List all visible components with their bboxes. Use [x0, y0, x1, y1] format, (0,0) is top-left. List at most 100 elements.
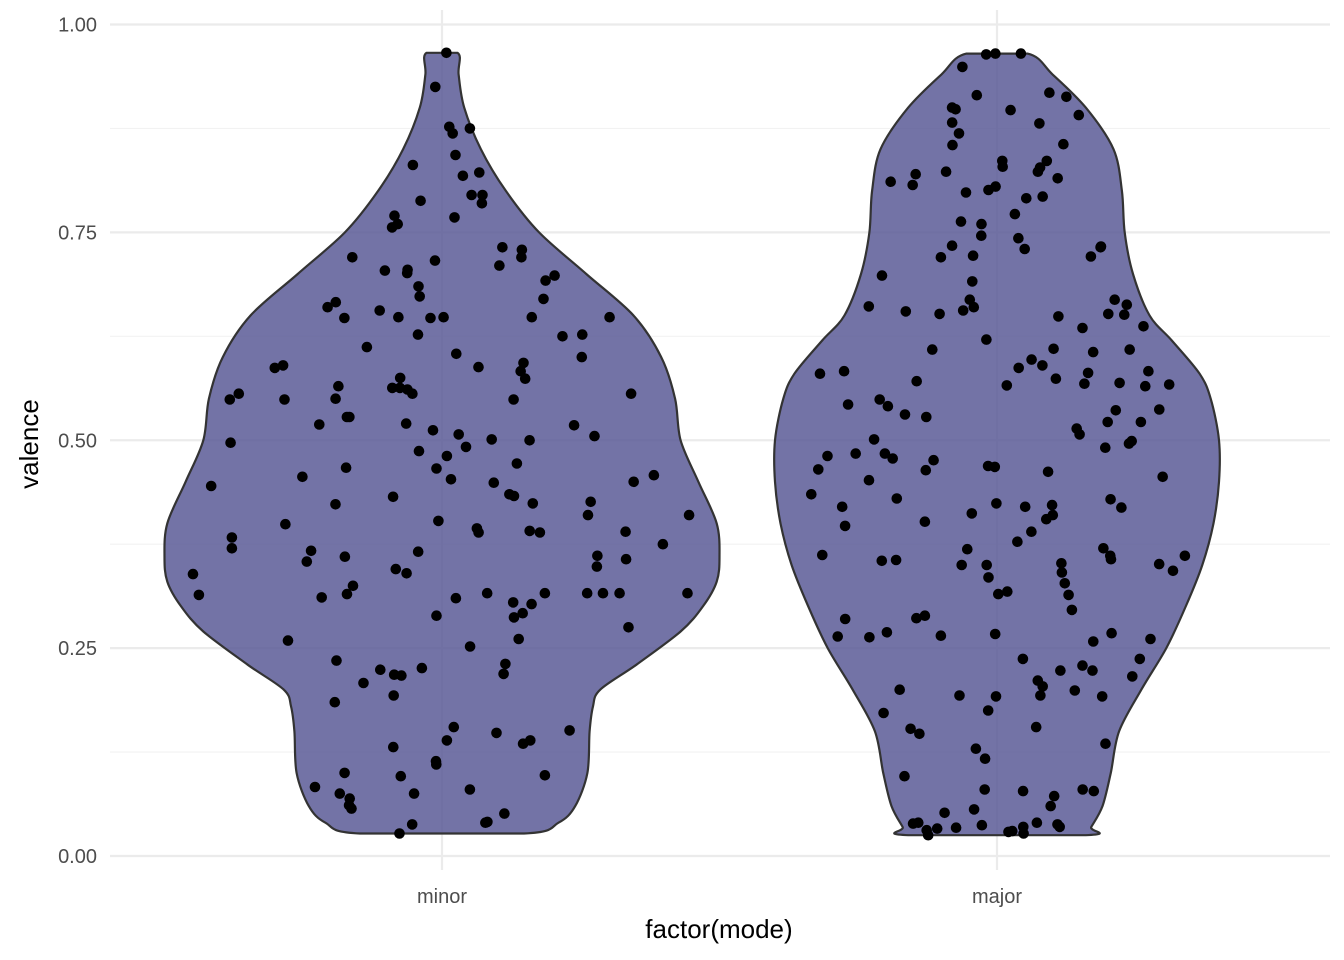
data-point [628, 476, 639, 488]
data-point [1012, 536, 1023, 547]
data-point [648, 469, 660, 481]
data-point [494, 260, 505, 271]
data-point [407, 159, 419, 171]
data-point [486, 434, 498, 445]
data-point [928, 454, 939, 466]
data-point [989, 628, 1001, 640]
data-point [464, 641, 476, 652]
data-point [817, 549, 828, 561]
data-point [614, 587, 625, 599]
data-point [931, 823, 943, 834]
data-point [887, 453, 898, 464]
data-point [508, 612, 520, 623]
data-point [1085, 251, 1097, 262]
data-point [297, 471, 308, 483]
data-point [1167, 565, 1179, 577]
data-point [433, 515, 444, 527]
data-point [1056, 567, 1068, 578]
data-point [464, 123, 476, 134]
data-point [1163, 379, 1175, 390]
data-point [990, 691, 1002, 702]
data-point [1037, 360, 1048, 371]
data-point [839, 613, 851, 625]
data-point [1069, 685, 1081, 696]
data-point [193, 589, 205, 601]
data-point [920, 464, 932, 476]
y-tick-label: 1.00 [58, 15, 97, 37]
data-point [971, 89, 983, 101]
data-point [429, 255, 441, 266]
data-point [979, 784, 990, 795]
data-point [1106, 627, 1117, 639]
data-point [874, 394, 885, 405]
data-point [333, 380, 344, 392]
data-point [1088, 636, 1099, 647]
data-point [957, 61, 968, 73]
data-point [1077, 322, 1088, 334]
jitter-points [187, 47, 1191, 841]
violin-minor [163, 51, 721, 835]
data-point [451, 348, 462, 360]
data-point [1077, 660, 1088, 671]
data-point [464, 784, 476, 795]
data-point [966, 508, 978, 519]
data-point [589, 430, 600, 442]
data-point [431, 759, 442, 770]
data-point [340, 462, 352, 474]
data-point [1017, 785, 1029, 797]
data-point [935, 630, 947, 641]
data-point [1050, 373, 1062, 385]
data-point [557, 331, 568, 342]
data-point [415, 195, 426, 207]
data-point [416, 662, 428, 674]
data-point [1042, 466, 1054, 478]
data-point [939, 807, 950, 819]
data-point [389, 210, 400, 221]
data-point [604, 311, 615, 323]
data-point [347, 251, 358, 263]
data-point [277, 360, 289, 371]
data-point [309, 781, 321, 793]
data-point [225, 437, 236, 449]
data-point [946, 240, 958, 251]
data-point [907, 179, 918, 191]
data-point [1041, 155, 1053, 167]
data-point [339, 767, 350, 779]
data-point [322, 301, 333, 313]
data-point [1037, 191, 1048, 202]
data-point [466, 189, 477, 201]
data-point [279, 394, 290, 405]
data-point [625, 388, 637, 400]
data-point [962, 543, 973, 555]
data-point [1079, 378, 1090, 390]
data-point [1018, 828, 1029, 839]
data-point [379, 265, 391, 276]
data-point [358, 677, 369, 689]
data-point [581, 587, 593, 599]
data-point [1026, 526, 1037, 537]
data-point [1109, 294, 1120, 306]
data-point [441, 450, 453, 462]
x-tick-label: minor [417, 886, 467, 908]
data-point [1003, 826, 1014, 838]
data-point [339, 551, 351, 562]
data-point [894, 684, 905, 695]
data-point [549, 270, 560, 281]
y-axis-ticks: 0.00 0.25 0.50 0.75 1.00 [58, 15, 97, 869]
data-point [623, 622, 634, 633]
data-point [477, 189, 488, 201]
data-point [1035, 690, 1046, 701]
data-point [900, 306, 912, 317]
data-point [233, 388, 245, 400]
data-point [1005, 104, 1016, 116]
data-point [1123, 438, 1135, 449]
data-point [330, 393, 341, 405]
data-point [499, 808, 510, 819]
data-point [953, 128, 965, 139]
violins [163, 51, 1221, 837]
data-point [576, 351, 588, 363]
data-point [1116, 502, 1127, 513]
data-point [1030, 721, 1042, 733]
data-point [1021, 193, 1032, 204]
